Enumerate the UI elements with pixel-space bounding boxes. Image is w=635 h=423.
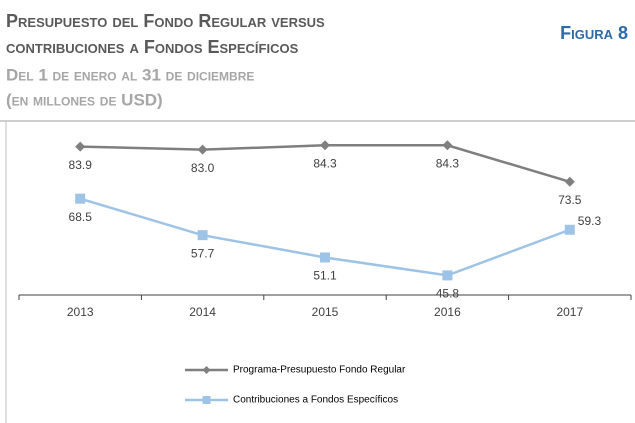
- point: [197, 144, 208, 155]
- data-label: 73.5: [558, 193, 582, 207]
- x-tick-label: 2016: [434, 305, 461, 319]
- point: [202, 366, 211, 374]
- chart-title: contribuciones a Fondos Específicos: [6, 37, 299, 57]
- point: [442, 270, 453, 281]
- data-label: 45.8: [436, 287, 460, 301]
- data-label: 68.5: [69, 210, 93, 224]
- chart-title: Presupuesto del Fondo Regular versus: [6, 11, 325, 31]
- point: [320, 252, 330, 263]
- data-label: 57.7: [191, 246, 215, 260]
- point: [564, 176, 575, 187]
- point: [320, 140, 330, 151]
- point: [442, 140, 453, 151]
- data-label: 83.9: [69, 158, 93, 172]
- point: [75, 193, 86, 204]
- point: [564, 224, 575, 235]
- point: [75, 141, 86, 152]
- x-tick-label: 2013: [67, 305, 94, 319]
- legend-label: Programa-Presupuesto Fondo Regular: [233, 365, 406, 376]
- chart-subtitle: Del 1 de enero al 31 de diciembre: [6, 65, 254, 84]
- x-tick-label: 2014: [189, 305, 216, 319]
- point: [202, 396, 211, 404]
- legend-label: Contribuciones a Fondos Específicos: [233, 395, 398, 406]
- data-label: 59.3: [578, 214, 602, 228]
- figure-label: Figura 8: [560, 23, 628, 43]
- x-tick-label: 2015: [312, 305, 339, 319]
- x-tick-label: 2017: [556, 305, 583, 319]
- data-label: 51.1: [313, 269, 337, 283]
- data-label: 83.0: [191, 161, 215, 175]
- point: [197, 230, 208, 241]
- data-label: 84.3: [313, 156, 337, 170]
- chart-subtitle: (en millones de USD): [6, 90, 163, 109]
- data-label: 84.3: [436, 156, 460, 170]
